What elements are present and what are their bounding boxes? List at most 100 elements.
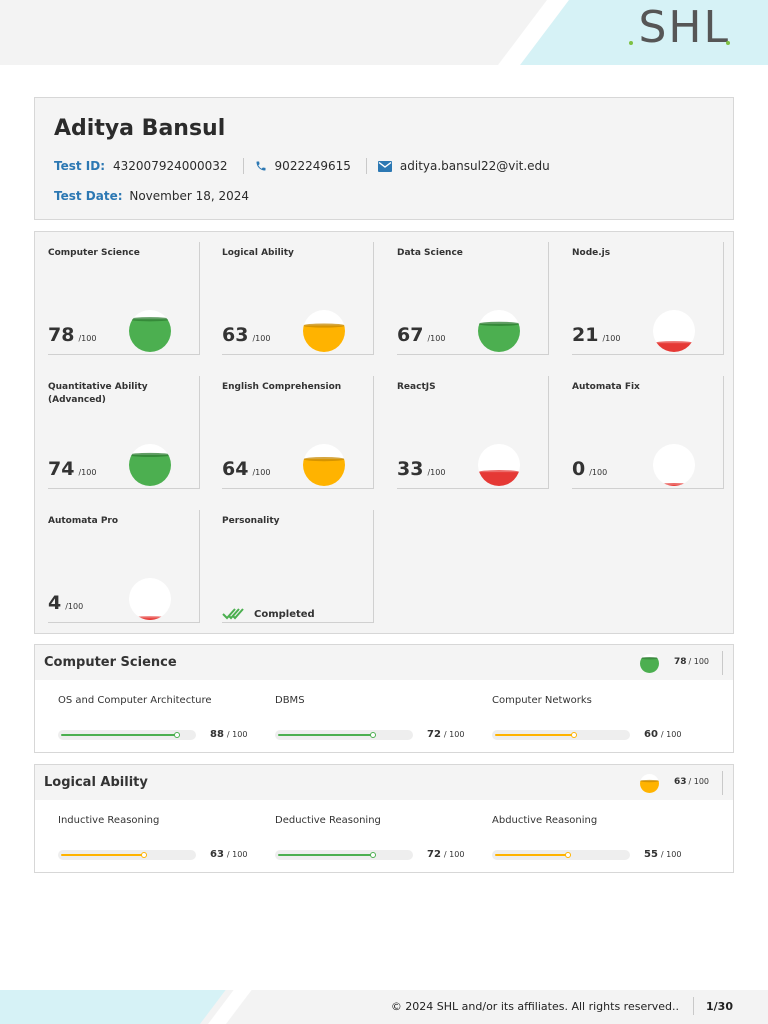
gauge-fill [129, 319, 171, 352]
score-max: / 100 [660, 850, 682, 859]
email-value[interactable]: aditya.bansul22@vit.edu [399, 159, 550, 173]
phone-icon [255, 160, 267, 172]
score-max: / 100 [660, 730, 682, 739]
score-max: / 100 [688, 657, 709, 666]
score-max: / 100 [226, 850, 248, 859]
tile-score: 74/100 [48, 458, 96, 480]
subscore-score: 88/ 100 [210, 729, 247, 740]
score-gauge [478, 310, 520, 352]
progress-knob [141, 852, 147, 858]
score-value: 63 [210, 849, 224, 860]
score-value: 78 [48, 324, 75, 346]
contact-row: Test ID: 432007924000032 9022249615 adit… [54, 158, 550, 174]
test-date-label: Test Date: [54, 189, 123, 203]
score-value: 88 [210, 729, 224, 740]
section-score: 78/ 100 [674, 657, 709, 667]
score-value: 63 [673, 777, 687, 787]
score-max: /100 [252, 468, 271, 477]
tile-title: ReactJS [397, 382, 436, 392]
gauge-fill [303, 459, 345, 486]
progress-fill [495, 854, 568, 856]
tile-score: 63/100 [222, 324, 270, 346]
gauge-fill [129, 454, 171, 486]
header-divider [722, 651, 723, 675]
gauge-fill [478, 323, 520, 352]
section-title: Logical Ability [44, 775, 148, 790]
score-max: / 100 [443, 850, 465, 859]
gauge-fill-surface [653, 341, 695, 346]
subscore-name: Abductive Reasoning [492, 815, 598, 826]
score-gauge [640, 774, 659, 793]
score-value: 64 [222, 458, 249, 480]
tile-score: 0/100 [572, 458, 607, 480]
score-value: 33 [397, 458, 424, 480]
progress-knob [174, 732, 180, 738]
score-tile: Data Science 67/100 [397, 242, 549, 355]
progress-fill [61, 734, 177, 736]
page-number: 1/30 [706, 1000, 733, 1013]
header-band: SHL [0, 0, 768, 65]
candidate-profile-card: Aditya Bansul Test ID: 432007924000032 9… [34, 97, 734, 220]
subscore-name: Deductive Reasoning [275, 815, 381, 826]
progress-fill [495, 734, 574, 736]
test-id-value: 432007924000032 [113, 159, 228, 173]
progress-fill [278, 734, 373, 736]
subscore-score: 60/ 100 [644, 729, 681, 740]
score-max: /100 [602, 334, 621, 343]
score-value: 74 [48, 458, 75, 480]
gauge-fill-surface [640, 779, 659, 783]
progress-knob [370, 732, 376, 738]
logo-dot-left [629, 41, 633, 45]
score-max: / 100 [443, 730, 465, 739]
score-tile-personality: Personality Completed [222, 510, 374, 623]
score-tile: Automata Pro 4/100 [48, 510, 200, 623]
score-gauge [303, 444, 345, 486]
header-divider [722, 771, 723, 795]
score-gauge [478, 444, 520, 486]
footer-divider [693, 997, 694, 1015]
progress-fill [61, 854, 144, 856]
score-summary-grid: Computer Science 78/100 Logical Ability 63/… [34, 231, 734, 634]
completed-label: Completed [254, 608, 315, 620]
footer-teal-slant [0, 990, 226, 1024]
subscore-progress-bar [492, 850, 630, 860]
tile-title: Node.js [572, 248, 611, 258]
tile-score: 33/100 [397, 458, 445, 480]
tile-title: Data Science [397, 248, 463, 258]
score-tile: ReactJS 33/100 [397, 376, 549, 489]
score-gauge [653, 310, 695, 352]
tile-title: Quantitative Ability (Advanced) [48, 382, 148, 405]
score-gauge [303, 310, 345, 352]
tile-title: Automata Fix [572, 382, 640, 392]
gauge-fill-surface [303, 323, 345, 328]
score-value: 55 [644, 849, 658, 860]
section-computer-science: Computer Science 78/ 100 OS and Computer A… [34, 644, 734, 753]
score-tile: Quantitative Ability (Advanced) 74/100 [48, 376, 200, 489]
tile-score: 4/100 [48, 592, 83, 614]
gauge-fill [640, 658, 659, 673]
subscore-score: 55/ 100 [644, 849, 681, 860]
subscore-progress-bar [58, 850, 196, 860]
score-max: /100 [252, 334, 271, 343]
subscore-progress-bar [275, 730, 413, 740]
score-tile: Logical Ability 63/100 [222, 242, 374, 355]
subscore-name: Inductive Reasoning [58, 815, 160, 826]
gauge-fill-surface [303, 457, 345, 462]
score-max: /100 [427, 334, 446, 343]
progress-knob [370, 852, 376, 858]
completed-status: Completed [222, 607, 315, 621]
copyright-text: © 2024 SHL and/or its affiliates. All ri… [390, 1000, 679, 1013]
score-gauge [129, 310, 171, 352]
subscore-name: Computer Networks [492, 695, 592, 706]
subscore-progress-bar [58, 730, 196, 740]
subscore-score: 63/ 100 [210, 849, 247, 860]
gauge-fill-surface [129, 317, 171, 322]
score-max: / 100 [688, 777, 709, 786]
subscore-score: 72/ 100 [427, 729, 464, 740]
score-value: 60 [644, 729, 658, 740]
section-logical-ability: Logical Ability 63/ 100 Inductive Reasonin… [34, 764, 734, 873]
subscore-score: 72/ 100 [427, 849, 464, 860]
progress-knob [571, 732, 577, 738]
score-gauge [653, 444, 695, 486]
tile-title: Personality [222, 516, 280, 526]
